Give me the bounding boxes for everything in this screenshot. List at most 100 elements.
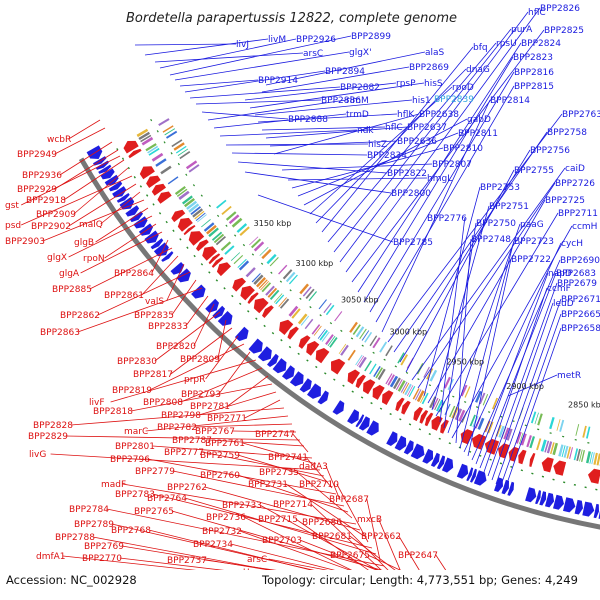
reverse-gene xyxy=(413,406,423,422)
feature-bar xyxy=(498,425,505,438)
forward-gene xyxy=(108,181,123,192)
forward-gene-label: glgX' xyxy=(349,48,372,58)
feature-bar xyxy=(582,425,587,438)
forward-gene xyxy=(317,390,329,405)
forward-gene-label-leader xyxy=(483,287,548,473)
feature-bar xyxy=(563,445,569,458)
feature-bar xyxy=(434,398,441,411)
reverse-gene-label: BPP2863 xyxy=(40,328,80,338)
reverse-gene-label-leader xyxy=(149,343,245,391)
reverse-gene-label: BPP2801 xyxy=(115,442,155,452)
feature-bar xyxy=(188,164,200,173)
feature-bar xyxy=(503,427,510,440)
feature-bar xyxy=(288,305,299,317)
reverse-gene-label-leader xyxy=(232,430,297,433)
feature-bar xyxy=(300,315,310,326)
reverse-gene-label: dadA3 xyxy=(299,462,328,472)
feature-bar xyxy=(158,118,170,126)
reverse-gene-label-leader xyxy=(217,319,227,360)
feature-bar xyxy=(176,188,188,197)
feature-bar xyxy=(516,431,522,444)
forward-gene-label-leader xyxy=(169,35,352,76)
forward-gene-label: BPP2636 xyxy=(397,137,437,147)
reverse-gene-label-leader xyxy=(205,335,239,380)
reverse-gene-label-leader xyxy=(305,456,333,489)
feature-bar xyxy=(186,200,198,210)
forward-gene-label: trmD xyxy=(346,110,369,120)
reverse-gene-label: BPP2714 xyxy=(273,500,313,510)
reverse-gene-label: BPP2949 xyxy=(17,150,57,160)
feature-bar xyxy=(201,219,211,228)
feature-bar xyxy=(288,274,298,285)
reverse-gene-label: madF xyxy=(101,480,126,490)
reverse-gene-label: BPP2675 xyxy=(330,551,370,561)
feature-bar xyxy=(359,328,367,340)
forward-gene-label-leader xyxy=(487,282,558,477)
forward-gene-label: metR xyxy=(557,371,581,381)
feature-bar xyxy=(278,264,288,275)
reverse-gene-label-leader xyxy=(242,442,317,465)
reverse-gene-label: BPP2686 xyxy=(302,518,342,528)
forward-gene-label: BPP2888 xyxy=(288,115,328,125)
reverse-gene xyxy=(508,446,520,462)
feature-bar xyxy=(352,324,361,335)
feature-bar xyxy=(546,441,553,454)
forward-gene xyxy=(161,251,174,262)
forward-gene-label-leader xyxy=(435,212,559,417)
feature-bar xyxy=(444,403,451,415)
kbp-tick-label: 3050 kbp xyxy=(341,295,379,304)
reverse-gene-label: glgX xyxy=(47,253,67,263)
forward-gene-label-leader xyxy=(297,132,459,197)
reverse-gene xyxy=(240,285,255,301)
forward-gene-label-leader xyxy=(345,7,541,273)
forward-gene-label-leader xyxy=(455,238,472,444)
feature-bar xyxy=(323,302,332,314)
reverse-gene-label: BPP2771 xyxy=(207,414,247,424)
feature-bar xyxy=(443,376,451,389)
forward-gene-label: ccmH xyxy=(572,222,597,232)
reverse-gene-label: glgA xyxy=(59,269,80,279)
forward-gene-label: BPP2814 xyxy=(490,96,530,106)
forward-gene xyxy=(545,492,555,508)
forward-gene-label: caiD xyxy=(565,164,585,174)
feature-bar xyxy=(589,451,593,464)
reverse-gene-label: BPP2779 xyxy=(135,467,175,477)
forward-gene-label-leader xyxy=(265,126,408,139)
feature-bar xyxy=(581,450,585,462)
forward-gene-label: napD xyxy=(548,269,572,279)
feature-bar xyxy=(566,446,571,459)
forward-gene-label: ccmF xyxy=(547,284,571,294)
feature-bar xyxy=(575,424,580,436)
reverse-gene-label: BPP2809 xyxy=(180,355,220,365)
forward-gene-label-leader xyxy=(381,99,491,333)
forward-gene-label-leader xyxy=(439,217,466,423)
reverse-gene-label: mxcB xyxy=(357,515,382,525)
reverse-gene-label: BPP2902 xyxy=(31,222,71,232)
feature-bar xyxy=(479,392,486,405)
feature-bar xyxy=(520,433,527,446)
feature-bar xyxy=(327,335,336,347)
feature-bar xyxy=(173,142,185,151)
feature-bar xyxy=(211,231,223,241)
forward-gene-label-leader xyxy=(333,28,512,253)
reverse-gene-label: BPP2818 xyxy=(93,407,133,417)
forward-gene xyxy=(307,383,321,399)
feature-bar xyxy=(160,165,172,175)
feature-bar xyxy=(151,152,164,162)
forward-gene-label: BPP2723 xyxy=(514,237,554,247)
forward-gene-label: BPP2800 xyxy=(391,189,431,199)
forward-gene-label: rpsU xyxy=(496,39,517,49)
feature-bar xyxy=(402,382,410,394)
forward-gene-label-leader xyxy=(427,199,546,404)
feature-bar xyxy=(393,377,401,390)
feature-bar xyxy=(534,412,539,425)
forward-gene-label: hflC xyxy=(385,123,403,133)
forward-gene-label: BPP2638 xyxy=(419,110,459,120)
reverse-gene-label-leader xyxy=(73,167,129,215)
forward-gene-label-leader xyxy=(499,313,562,489)
reverse-gene-label-leader xyxy=(68,119,101,140)
forward-gene-label-leader xyxy=(351,29,545,283)
forward-gene xyxy=(272,358,287,374)
reverse-gene-label: BPP2735 xyxy=(259,468,299,478)
feature-bar xyxy=(282,269,293,280)
